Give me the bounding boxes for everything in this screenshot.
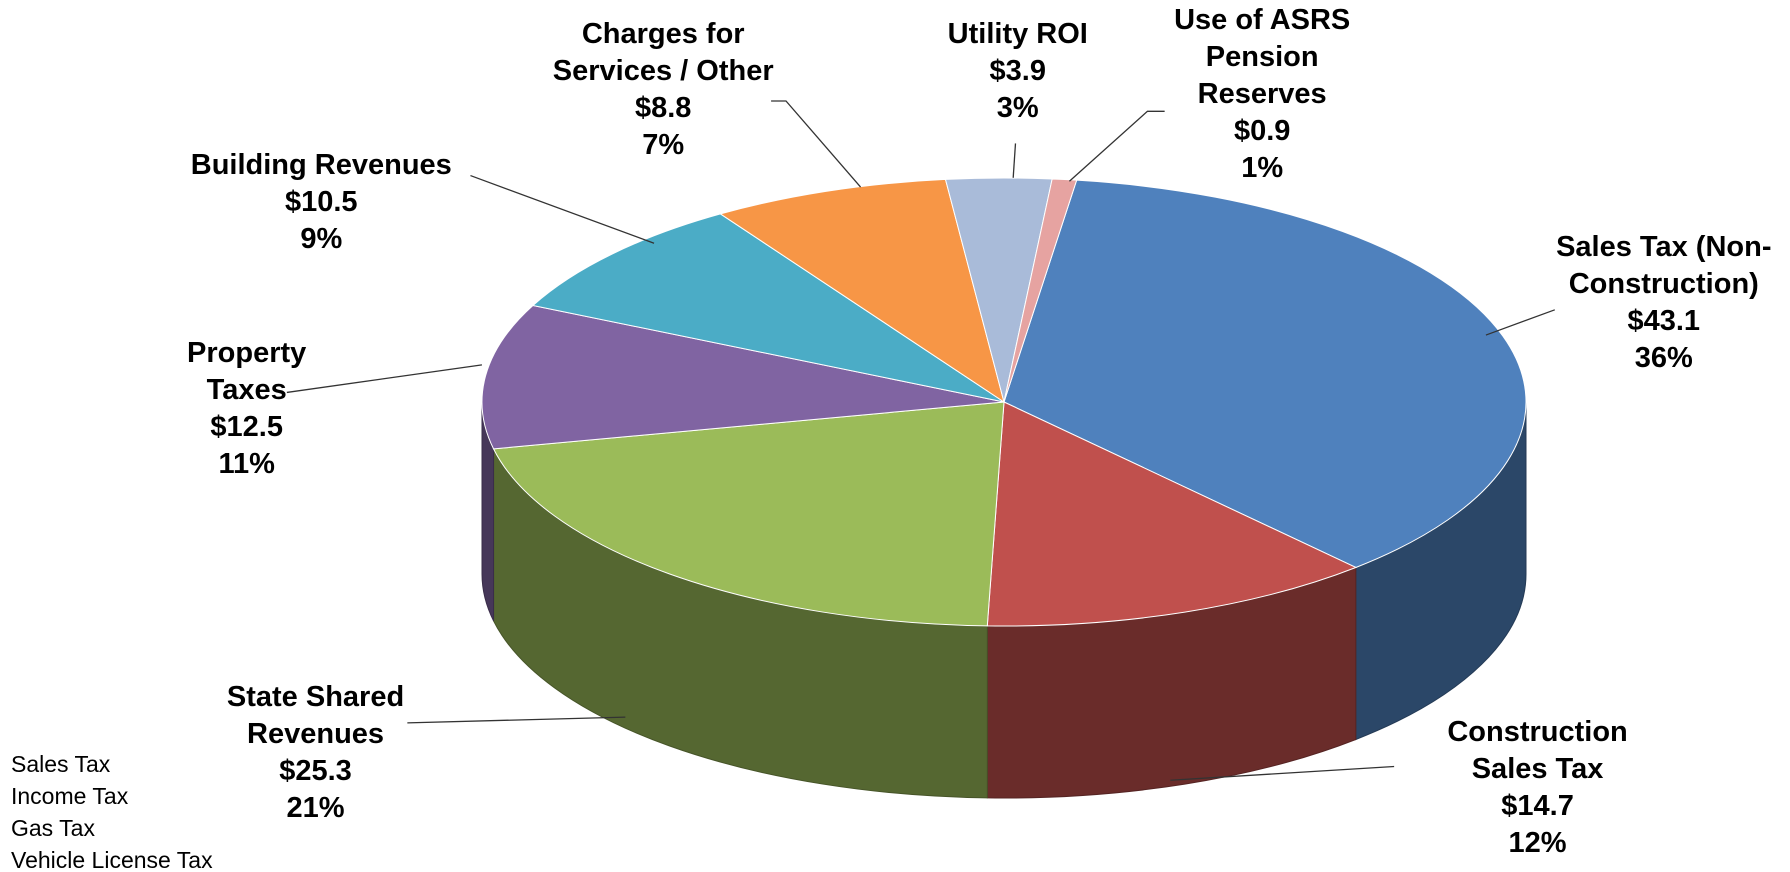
note-line: Vehicle License Tax: [11, 847, 213, 872]
share-label: 12%: [1508, 826, 1567, 859]
value-label: $0.9: [1233, 115, 1291, 148]
value-label: $12.5: [210, 411, 283, 444]
slice-label: Building Revenues $10.5 9%: [191, 147, 452, 258]
slice-label: Property Taxes $12.5 11%: [187, 335, 306, 483]
category-label: Sales Tax (Non- Construction): [1556, 231, 1772, 301]
note-line: Income Tax: [11, 783, 129, 809]
leader-line: [1068, 110, 1165, 182]
slice: [481, 304, 1005, 450]
category-label: Use of ASRS Pension Reserves: [1174, 4, 1351, 111]
slice-label: Sales Tax (Non- Construction) $43.1 36%: [1556, 229, 1771, 377]
category-label: Charges for Services / Other: [552, 18, 774, 88]
category-label: Building Revenues: [190, 148, 452, 181]
share-label: 36%: [1634, 342, 1693, 375]
share-label: 3%: [996, 92, 1039, 125]
share-label: 11%: [218, 448, 275, 481]
slice: [719, 178, 1005, 404]
share-label: 9%: [300, 222, 343, 255]
note-line: Sales Tax: [11, 751, 111, 777]
value-label: $3.9: [989, 55, 1046, 88]
leader-line: [1485, 309, 1555, 336]
value-label: $8.8: [634, 92, 692, 125]
note-line: Gas Tax: [11, 815, 95, 841]
slice-label: State Shared Revenues $25.3 21%: [227, 679, 404, 827]
share-label: 21%: [286, 792, 345, 825]
slice-label: Construction Sales Tax $14.7 12%: [1447, 714, 1627, 862]
category-label: Property Taxes: [187, 337, 307, 407]
category-label: Construction Sales Tax: [1447, 715, 1628, 785]
leader-line: [407, 716, 626, 724]
leader-line: [1012, 143, 1017, 178]
note: Sales Tax Income Tax Gas Tax Vehicle Licens…: [11, 748, 213, 872]
leader-line: [1170, 765, 1395, 781]
leader-line: [286, 364, 483, 394]
value-label: $43.1: [1627, 305, 1701, 338]
value-label: $10.5: [284, 185, 358, 218]
category-label: State Shared Revenues: [226, 681, 405, 751]
slice: [492, 401, 1005, 627]
slice-label: Utility ROI $3.9 3%: [948, 16, 1088, 127]
value-label: $25.3: [279, 755, 352, 788]
leader-line: [771, 100, 862, 188]
share-label: 1%: [1241, 152, 1284, 185]
slice-label: Use of ASRS Pension Reserves $0.9 1%: [1174, 2, 1350, 187]
share-label: 7%: [642, 129, 685, 162]
leader-line: [470, 174, 655, 244]
slice-label: Charges for Services / Other $8.8 7%: [553, 16, 774, 164]
category-label: Utility ROI: [947, 18, 1088, 51]
slice: [531, 213, 1005, 403]
slice: [1003, 179, 1527, 569]
slice: [986, 401, 1358, 627]
value-label: $14.7: [1501, 789, 1574, 822]
slice: [1003, 178, 1078, 403]
